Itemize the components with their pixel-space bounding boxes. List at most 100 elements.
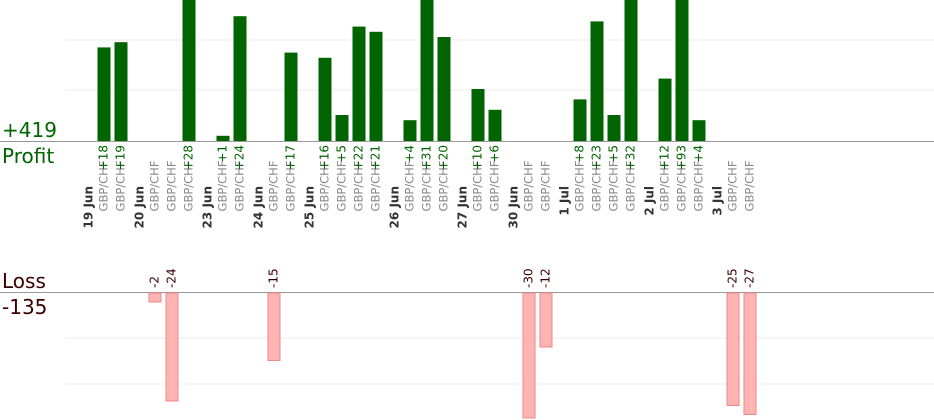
profit-value-label: +93 — [675, 145, 689, 170]
loss-value-label: -12 — [539, 268, 553, 288]
date-label: 19 Jun — [82, 186, 96, 228]
profit-bar — [488, 109, 502, 141]
profit-bar — [216, 135, 230, 141]
pair-label: GBP/CHF — [369, 161, 383, 212]
date-label: 24 Jun — [252, 186, 266, 228]
profit-total: +419 — [2, 118, 57, 142]
pair-label: GBP/CHF — [97, 161, 111, 212]
pair-label: GBP/CHF — [539, 161, 553, 212]
profit-label: Profit — [2, 144, 55, 168]
pair-label: GBP/CHF — [148, 161, 162, 212]
profit-value-label: +22 — [352, 145, 366, 170]
profit-bar — [692, 120, 706, 141]
profit-value-label: +24 — [233, 145, 247, 170]
profit-value-label: +4 — [692, 145, 706, 163]
profit-value-label: +18 — [97, 145, 111, 170]
profit-value-label: +5 — [607, 145, 621, 163]
pair-label: GBP/CHF — [488, 161, 502, 212]
loss-value-label: -15 — [267, 268, 281, 288]
pair-label: GBP/CHF — [675, 161, 689, 212]
date-label: 3 Jul — [711, 186, 725, 216]
profit-bar — [471, 89, 485, 141]
profit-value-label: +28 — [182, 145, 196, 170]
profit-bar — [318, 57, 332, 141]
loss-bar — [267, 292, 281, 361]
pair-label: GBP/CHF — [352, 161, 366, 212]
profit-value-label: +31 — [420, 145, 434, 170]
date-label: 25 Jun — [303, 186, 317, 228]
profit-value-label: +1 — [216, 145, 230, 163]
profit-value-label: +16 — [318, 145, 332, 170]
pair-label: GBP/CHF — [471, 161, 485, 212]
loss-total: -135 — [2, 295, 48, 319]
loss-bar — [165, 292, 179, 402]
pair-label: GBP/CHF — [420, 161, 434, 212]
pair-label: GBP/CHF — [692, 161, 706, 212]
pair-label: GBP/CHF — [403, 161, 417, 212]
date-label: 27 Jun — [456, 186, 470, 228]
pair-label: GBP/CHF — [607, 161, 621, 212]
profit-bar — [403, 120, 417, 141]
profit-value-label: +32 — [624, 145, 638, 170]
profit-bar — [624, 0, 638, 141]
date-label: 1 Jul — [558, 186, 572, 216]
pair-label: GBP/CHF — [318, 161, 332, 212]
pair-label: GBP/CHF — [590, 161, 604, 212]
pair-label: GBP/CHF — [658, 161, 672, 212]
loss-value-label: -27 — [743, 268, 757, 288]
profit-value-label: +10 — [471, 145, 485, 170]
profit-bar — [352, 26, 366, 142]
date-label: 26 Jun — [388, 186, 402, 228]
loss-value-label: -30 — [522, 268, 536, 288]
profit-bar — [233, 16, 247, 142]
profit-value-label: +12 — [658, 145, 672, 170]
pair-label: GBP/CHF — [233, 161, 247, 212]
pair-label: GBP/CHF — [437, 161, 451, 212]
pair-label: GBP/CHF — [335, 161, 349, 212]
pair-label: GBP/CHF — [522, 161, 536, 212]
date-label: 2 Jul — [643, 186, 657, 216]
loss-bar — [726, 292, 740, 406]
profit-bar — [369, 31, 383, 141]
profit-value-label: +23 — [590, 145, 604, 170]
pair-label: GBP/CHF — [114, 161, 128, 212]
pair-label: GBP/CHF — [165, 161, 179, 212]
loss-value-label: -2 — [148, 276, 162, 288]
date-label: 30 Jun — [507, 186, 521, 228]
profit-bar — [658, 78, 672, 141]
profit-value-label: +5 — [335, 145, 349, 163]
pair-label: GBP/CHF — [624, 161, 638, 212]
profit-bar — [97, 47, 111, 141]
profit-bar — [607, 115, 621, 141]
pair-label: GBP/CHF — [182, 161, 196, 212]
profit-bar — [182, 0, 196, 141]
profit-bar — [335, 115, 349, 141]
profit-bar — [420, 0, 434, 141]
loss-bar — [743, 292, 757, 415]
profit-value-label: +8 — [573, 145, 587, 163]
pair-label: GBP/CHF — [743, 161, 757, 212]
profit-value-label: +20 — [437, 145, 451, 170]
loss-bar — [539, 292, 553, 348]
profit-bar — [284, 52, 298, 141]
pair-label: GBP/CHF — [284, 161, 298, 212]
profit-value-label: +19 — [114, 145, 128, 170]
profit-bar — [590, 21, 604, 141]
loss-bar — [148, 292, 162, 303]
loss-bar — [522, 292, 536, 419]
loss-value-label: -24 — [165, 268, 179, 288]
loss-label: Loss — [2, 269, 46, 293]
loss-value-label: -25 — [726, 268, 740, 288]
profit-bar — [573, 99, 587, 141]
date-label: 23 Jun — [201, 186, 215, 228]
profit-bar — [437, 37, 451, 141]
profit-bar — [114, 42, 128, 142]
profit-value-label: +6 — [488, 145, 502, 163]
profit-value-label: +4 — [403, 145, 417, 163]
profit-value-label: +17 — [284, 145, 298, 170]
pair-label: GBP/CHF — [216, 161, 230, 212]
profit-value-label: +21 — [369, 145, 383, 170]
pair-label: GBP/CHF — [267, 161, 281, 212]
pair-label: GBP/CHF — [573, 161, 587, 212]
